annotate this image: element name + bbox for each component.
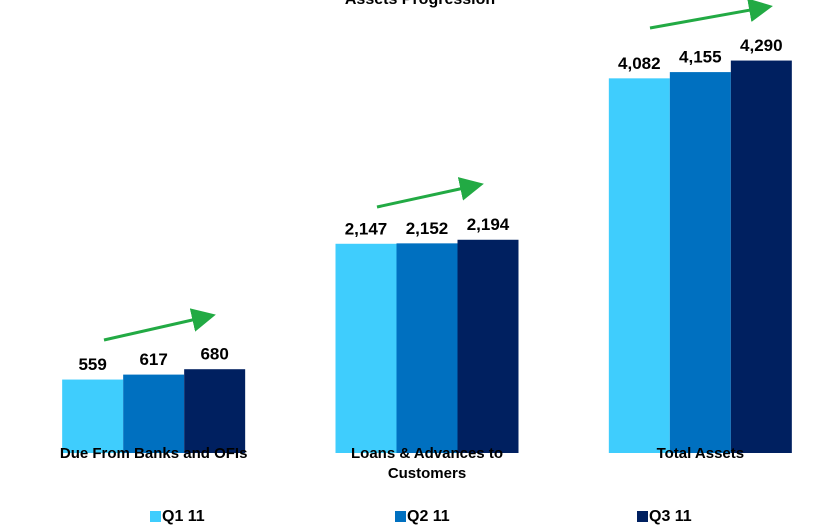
bar [184, 369, 246, 453]
data-label: 2,194 [467, 215, 510, 234]
data-label: 4,290 [740, 36, 783, 55]
legend-label: Q3 11 [649, 508, 692, 525]
x-tick-label: Due From Banks and OFIs [59, 445, 248, 462]
legend-swatch [637, 511, 648, 522]
bar [396, 243, 458, 453]
trend-arrow [649, 0, 773, 30]
legend-swatch [395, 511, 406, 522]
bar [730, 60, 792, 454]
bar [62, 379, 124, 453]
legend-label: Q2 11 [407, 508, 450, 525]
data-label: 2,147 [345, 219, 388, 238]
trend-arrow [376, 177, 484, 209]
data-label: 4,155 [679, 48, 722, 67]
data-label: 617 [139, 350, 167, 369]
data-label: 4,082 [618, 54, 661, 73]
bar [669, 72, 731, 453]
legend-swatch [150, 511, 161, 522]
data-label: 559 [78, 355, 106, 374]
chart-title: Assets Progression [345, 0, 495, 8]
bar [123, 374, 185, 453]
bar [608, 78, 670, 454]
bar [457, 239, 519, 453]
x-tick-label: Total Assets [656, 445, 745, 462]
data-label: 680 [200, 345, 228, 364]
trend-arrow [103, 308, 216, 342]
bar [335, 243, 397, 453]
legend-label: Q1 11 [162, 508, 205, 525]
data-label: 2,152 [406, 219, 449, 238]
x-tick-label: Loans & Advances to Customers [351, 445, 503, 482]
